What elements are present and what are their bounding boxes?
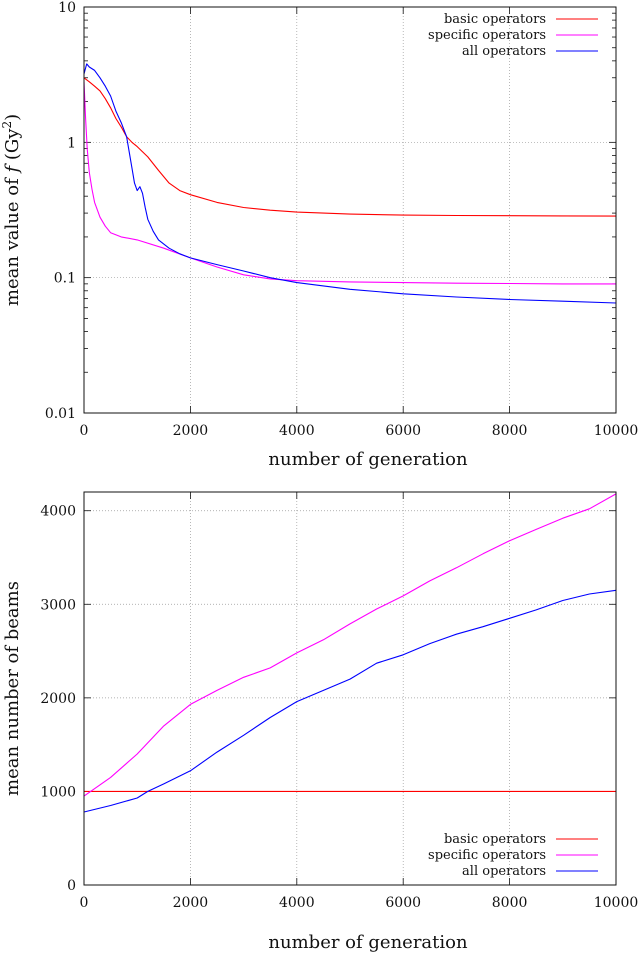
y-tick-label: 1 xyxy=(67,135,76,151)
y-tick-label: 0.1 xyxy=(54,271,76,287)
x-tick-label: 2000 xyxy=(173,895,209,911)
x-tick-label: 10000 xyxy=(594,423,639,439)
legend-label: all operators xyxy=(462,864,546,879)
x-tick-label: 6000 xyxy=(385,423,421,439)
y-tick-label: 0.01 xyxy=(45,406,76,422)
x-axis-label: number of generation xyxy=(268,932,468,953)
y-axis-label: mean value of f (Gy2) xyxy=(0,114,23,306)
x-tick-label: 0 xyxy=(80,423,89,439)
y-tick-label: 4000 xyxy=(40,504,76,520)
y-tick-label: 2000 xyxy=(40,691,76,707)
series-line-all-operators xyxy=(83,63,617,304)
y-tick-label: 3000 xyxy=(40,597,76,613)
x-axis-label: number of generation xyxy=(268,449,468,470)
y-tick-label: 1000 xyxy=(40,784,76,800)
y-axis-label-unit: (Gy xyxy=(2,128,23,166)
series-line-all-operators xyxy=(83,589,617,813)
y-axis-label: mean number of beams xyxy=(2,581,23,796)
bottom-panel-mean-beams: 0 2000 4000 6000 8000 10000 0 1000 2000 3000 4000 b… xyxy=(2,491,639,953)
y-axis-label-exponent: 2 xyxy=(0,121,14,129)
series-line-basic-operators xyxy=(83,77,617,217)
x-tick-label: 6000 xyxy=(385,895,421,911)
y-axis-label-text: mean value of xyxy=(2,173,23,307)
x-tick-label: 8000 xyxy=(492,895,528,911)
x-tick-label: 10000 xyxy=(594,895,639,911)
x-tick-label: 4000 xyxy=(279,423,315,439)
x-tick-label: 8000 xyxy=(492,423,528,439)
x-tick-label: 4000 xyxy=(279,895,315,911)
plot-frame xyxy=(83,6,617,414)
y-tick-label: 10 xyxy=(58,0,76,16)
y-tick-label: 0 xyxy=(67,878,76,894)
y-axis-label-close: ) xyxy=(2,114,23,121)
legend-label: specific operators xyxy=(428,848,546,863)
top-panel-log-mean-f: 0 2000 4000 6000 8000 10000 0.01 0.1 1 10 basic op… xyxy=(0,0,638,470)
series-line-specific-operators xyxy=(83,81,616,285)
x-tick-label: 2000 xyxy=(173,423,209,439)
legend-label: specific operators xyxy=(428,28,546,43)
legend-label: basic operators xyxy=(444,832,546,847)
x-tick-label: 0 xyxy=(80,895,89,911)
series-line-specific-operators xyxy=(83,493,617,797)
legend-label: basic operators xyxy=(444,12,546,27)
plot-frame xyxy=(83,491,617,886)
legend-label: all operators xyxy=(462,44,546,59)
